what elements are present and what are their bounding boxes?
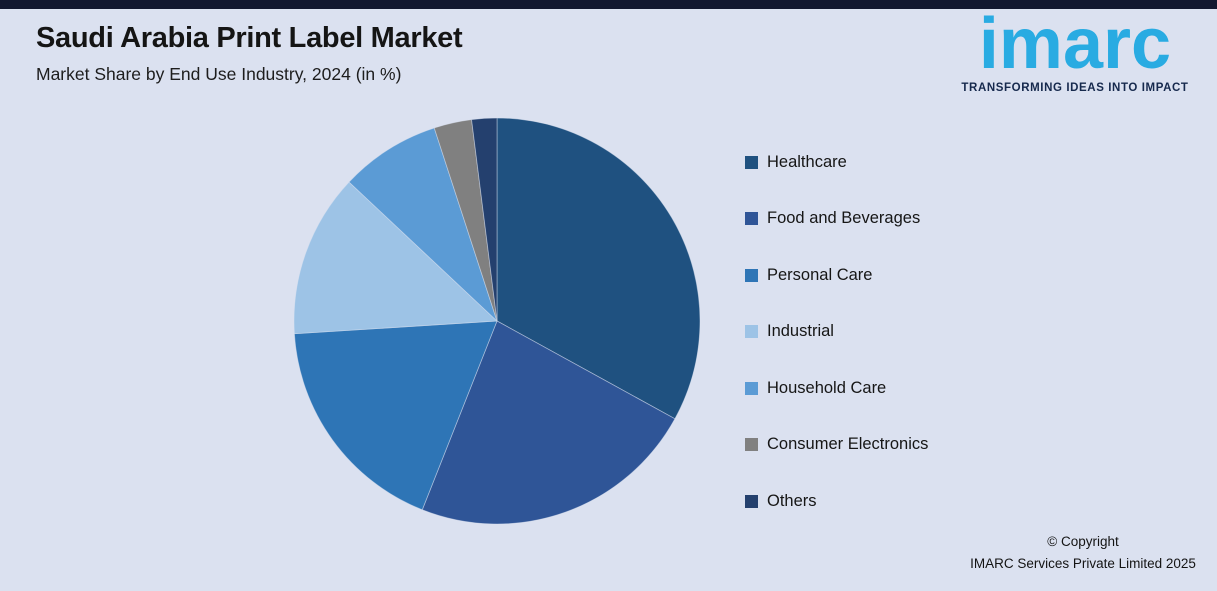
legend-swatch [745, 438, 758, 451]
pie-slice-household-care [348, 127, 498, 322]
page-title: Saudi Arabia Print Label Market [36, 22, 463, 54]
copyright-line1: © Copyright [1047, 534, 1119, 549]
legend-swatch [745, 155, 758, 169]
legend-item-personal-care: Personal Care [745, 263, 928, 287]
imarc-logo: imarc TRANSFORMING IDEAS INTO IMPACT [960, 8, 1190, 94]
imarc-logo-wordmark: imarc [978, 4, 1172, 84]
legend-item-consumer-electronics: Consumer Electronics [745, 433, 928, 457]
legend-swatch [745, 494, 758, 508]
legend-item-industrial: Industrial [745, 320, 928, 344]
chart-legend: Healthcare Food and Beverages Personal C… [745, 150, 928, 513]
legend-label: Household Care [767, 378, 887, 397]
legend-swatch [745, 325, 758, 338]
legend-label: Healthcare [767, 152, 847, 171]
legend-label: Consumer Electronics [767, 435, 929, 453]
legend-item-food-and-beverages: Food and Beverages [745, 207, 928, 231]
imarc-logo-tagline: TRANSFORMING IDEAS INTO IMPACT [961, 82, 1189, 94]
pie-slice-others [471, 117, 498, 322]
legend-label: Personal Care [767, 265, 873, 284]
copyright-line2: IMARC Services Private Limited 2025 [970, 555, 1196, 571]
pie-slice-food-and-beverages [421, 320, 676, 525]
pie-slice-industrial [293, 181, 498, 335]
top-accent-bar [0, 0, 1217, 9]
legend-item-healthcare: Healthcare [745, 150, 928, 174]
legend-swatch [745, 268, 758, 282]
legend-item-household-care: Household Care [745, 376, 928, 400]
pie-slice-healthcare [496, 117, 701, 420]
legend-label: Food and Beverages [767, 209, 921, 227]
copyright-notice: © Copyright IMARC Services Private Limit… [958, 531, 1208, 574]
pie-chart [293, 117, 701, 525]
pie-chart-svg [293, 117, 701, 525]
legend-item-others: Others [745, 489, 928, 513]
legend-swatch [745, 381, 758, 395]
pie-slice-personal-care [293, 320, 498, 511]
legend-swatch [745, 212, 758, 225]
legend-label: Others [767, 491, 817, 510]
page-subtitle: Market Share by End Use Industry, 2024 (… [36, 64, 402, 84]
legend-label: Industrial [767, 322, 834, 340]
